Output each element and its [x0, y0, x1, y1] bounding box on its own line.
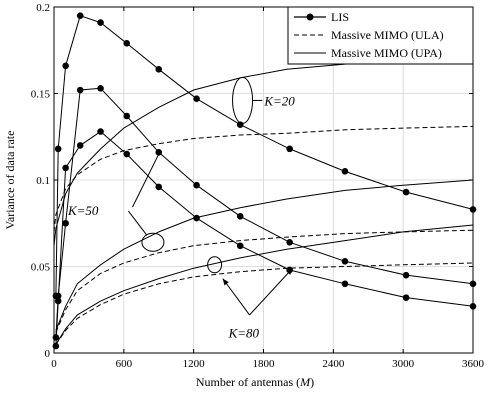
data-point [76, 12, 84, 19]
series-line-K50-solid [55, 179, 474, 331]
data-point [97, 85, 104, 92]
series-line-K50-solid-marker [55, 87, 474, 338]
label-k80: K=80 [228, 325, 260, 340]
data-point [236, 213, 244, 220]
ellipse-k50 [141, 232, 165, 252]
plot-frame [53, 6, 474, 354]
arrow-k80-left [222, 278, 250, 316]
x-tick-label: 1800 [253, 358, 276, 370]
data-point [62, 164, 69, 172]
data-point [193, 95, 200, 102]
y-tick-label: 0.2 [36, 2, 50, 14]
legend-label-ula: Massive MIMO (ULA) [331, 28, 444, 42]
arrow-k80-right-head [286, 268, 293, 275]
leader-k50-lower [128, 210, 148, 236]
data-point [402, 294, 410, 301]
data-point [155, 149, 163, 156]
x-axis-title-text: Number of antennas ( [196, 375, 300, 389]
data-point [341, 258, 349, 265]
series-line-K80-dashed [55, 262, 474, 345]
x-axis-title: Number of antennas (M) [196, 375, 314, 389]
x-axis-title-variable: M [299, 375, 311, 389]
y-tick-label: 0 [45, 348, 51, 360]
series-line-K80-solid [55, 224, 474, 345]
data-point [155, 183, 163, 191]
data-point [62, 219, 69, 227]
label-k20: K=20 [263, 93, 295, 108]
data-point [341, 280, 349, 288]
x-tick-label: 2400 [322, 358, 345, 370]
y-tick-label: 0.15 [31, 89, 51, 101]
ellipse-k20 [232, 76, 254, 124]
data-point [402, 188, 410, 196]
data-point [123, 150, 131, 158]
leader-k50-upper [132, 153, 160, 208]
data-point [97, 19, 104, 26]
legend-marker-lis [306, 13, 314, 21]
series-line-K20-dashed [53, 125, 474, 232]
x-tick-label: 600 [116, 358, 133, 370]
annotations: K=20 K=50 K=80 [67, 76, 295, 340]
y-tick-label: 0.1 [36, 175, 50, 187]
y-tick-label: 0.05 [31, 262, 51, 274]
data-point [54, 297, 62, 305]
x-tick-label: 1200 [183, 358, 206, 370]
x-axis-title-end: ) [310, 375, 314, 389]
data-point [236, 242, 244, 250]
data-point [155, 65, 163, 73]
data-point [54, 145, 62, 153]
legend-label-upa: Massive MIMO (UPA) [331, 46, 442, 60]
x-tick-label: 0 [51, 358, 57, 370]
y-axis-title: Variance of data rate [3, 131, 17, 230]
data-point [76, 86, 84, 94]
ellipse-k80 [207, 256, 223, 274]
x-tick-label: 3000 [392, 358, 415, 370]
data-point [123, 40, 131, 47]
data-point [76, 142, 84, 149]
data-point [193, 214, 200, 222]
label-k50: K=50 [67, 203, 99, 218]
data-point [62, 62, 69, 70]
data-point [193, 181, 200, 189]
arrow-k80-left-head [222, 278, 229, 286]
data-point [402, 271, 410, 279]
data-point [97, 128, 104, 135]
arrow-k80-right [249, 267, 293, 316]
data-point [341, 168, 349, 175]
data-point [286, 238, 293, 246]
data-point [286, 145, 293, 153]
legend: LIS Massive MIMO (ULA) Massive MIMO (UPA… [287, 6, 474, 65]
series-line-K50-dashed [55, 229, 474, 333]
legend-label-lis: LIS [331, 10, 349, 24]
x-tick-label: 3600 [462, 358, 485, 370]
data-point [123, 112, 131, 120]
